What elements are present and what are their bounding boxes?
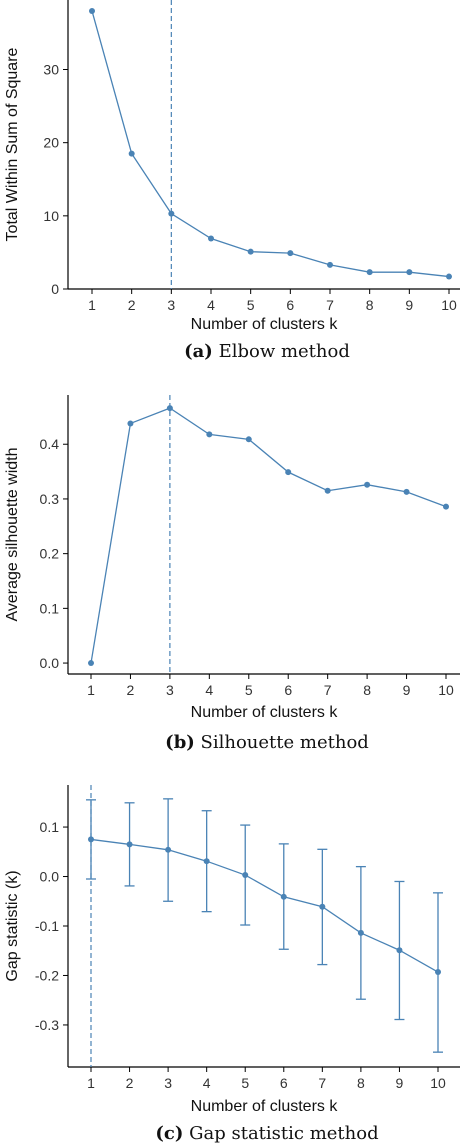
- data-point: [357, 929, 364, 936]
- x-tick-label: 3: [166, 682, 174, 698]
- y-tick-label: 0.3: [40, 491, 60, 507]
- series-line: [90, 838, 439, 973]
- x-tick-label: 10: [438, 682, 454, 698]
- x-axis-title: Number of clusters k: [191, 704, 339, 721]
- x-tick-label: 6: [286, 297, 294, 313]
- series-line: [90, 407, 447, 664]
- x-tick-label: 2: [127, 682, 135, 698]
- data-point: [366, 269, 373, 276]
- caption-text: Elbow method: [219, 341, 350, 362]
- x-tick-label: 6: [280, 1075, 288, 1091]
- caption-tag: (c): [155, 1123, 183, 1144]
- figure-caption: (b) Silhouette method: [165, 732, 369, 753]
- chart-panel-1: 0 10 20 30 1 2 3 4 5 6 7 8 9 10 Number of clusters k To…: [4, 0, 460, 362]
- data-point: [128, 150, 135, 157]
- x-tick-label: 9: [405, 297, 413, 313]
- data-point: [327, 261, 333, 268]
- x-axis-title: Number of clusters k: [191, 1098, 339, 1115]
- x-tick-label: 8: [363, 682, 371, 698]
- data-point: [247, 248, 254, 255]
- figure-caption: (a) Elbow method: [184, 341, 350, 362]
- x-tick-label: 9: [396, 1075, 404, 1091]
- y-tick-label: -0.2: [35, 967, 59, 983]
- data-point: [396, 947, 403, 954]
- caption-text: Gap statistic method: [189, 1123, 378, 1144]
- data-point: [446, 273, 452, 280]
- x-axis-title: Number of clusters k: [191, 316, 339, 333]
- caption-text: Silhouette method: [201, 732, 369, 753]
- y-tick-label: -0.1: [35, 918, 59, 934]
- data-point: [403, 488, 410, 495]
- x-tick-label: 10: [430, 1075, 446, 1091]
- data-point: [126, 841, 133, 848]
- data-point: [443, 503, 449, 510]
- x-tick-label: 2: [128, 297, 136, 313]
- y-tick-label: 10: [43, 208, 59, 224]
- data-point: [406, 269, 413, 276]
- data-point: [285, 469, 292, 476]
- data-point: [364, 481, 371, 488]
- x-tick-label: 7: [326, 297, 334, 313]
- y-tick-label: 0.0: [40, 655, 60, 671]
- x-tick-label: 3: [167, 297, 175, 313]
- x-tick-label: 7: [318, 1075, 326, 1091]
- chart-panel-3: -0.3 -0.2 -0.1 0.0 0.1 1 2 3 4 5 6 7 8 9 10 Number of c…: [4, 785, 460, 1144]
- data-point: [435, 969, 441, 976]
- series-line: [91, 10, 450, 278]
- data-point: [166, 405, 173, 412]
- data-point: [319, 903, 326, 910]
- y-axis-title: Gap statistic (k): [4, 870, 21, 981]
- y-tick-label: 0.4: [40, 436, 60, 452]
- y-axis-title: Average silhouette width: [4, 447, 21, 621]
- x-tick-label: 1: [87, 1075, 95, 1091]
- x-tick-label: 5: [241, 1075, 249, 1091]
- x-tick-label: 4: [203, 1075, 211, 1091]
- x-tick-label: 10: [441, 297, 457, 313]
- x-tick-label: 5: [245, 682, 253, 698]
- data-point: [208, 235, 214, 242]
- data-point: [168, 210, 175, 217]
- x-tick-label: 3: [164, 1075, 172, 1091]
- caption-tag: (a): [184, 341, 213, 362]
- chart-panel-2: 0.0 0.1 0.2 0.3 0.4 1 2 3 4 5 6 7 8 9 10 Number of clus…: [4, 395, 460, 753]
- data-point: [324, 487, 331, 494]
- y-tick-label: 30: [43, 62, 59, 78]
- x-tick-label: 9: [403, 682, 411, 698]
- y-tick-label: 0.1: [40, 819, 60, 835]
- y-tick-label: 0.2: [40, 546, 60, 562]
- x-tick-label: 4: [207, 297, 215, 313]
- data-point: [280, 893, 287, 900]
- x-tick-label: 4: [205, 682, 213, 698]
- x-tick-label: 1: [88, 297, 96, 313]
- data-point: [89, 7, 95, 14]
- data-point: [245, 436, 252, 443]
- data-point: [287, 250, 294, 257]
- data-point: [88, 660, 94, 667]
- data-point: [203, 858, 210, 865]
- y-tick-label: 20: [43, 135, 59, 151]
- data-point: [242, 872, 249, 879]
- figure-caption: (c) Gap statistic method: [155, 1123, 378, 1144]
- caption-tag: (b): [165, 732, 195, 753]
- data-point: [165, 846, 172, 853]
- x-tick-label: 8: [357, 1075, 365, 1091]
- data-point: [88, 836, 94, 843]
- x-tick-label: 2: [126, 1075, 134, 1091]
- y-tick-label: 0.1: [40, 600, 60, 616]
- x-tick-label: 5: [247, 297, 255, 313]
- x-tick-label: 8: [366, 297, 374, 313]
- x-tick-label: 7: [324, 682, 332, 698]
- x-tick-label: 6: [284, 682, 292, 698]
- data-point: [127, 420, 134, 427]
- y-axis-title: Total Within Sum of Square: [4, 47, 21, 241]
- x-tick-label: 1: [87, 682, 95, 698]
- y-tick-label: 0.0: [40, 869, 60, 885]
- y-tick-label: 0: [51, 281, 59, 297]
- y-tick-label: -0.3: [35, 1017, 59, 1033]
- data-point: [206, 431, 213, 438]
